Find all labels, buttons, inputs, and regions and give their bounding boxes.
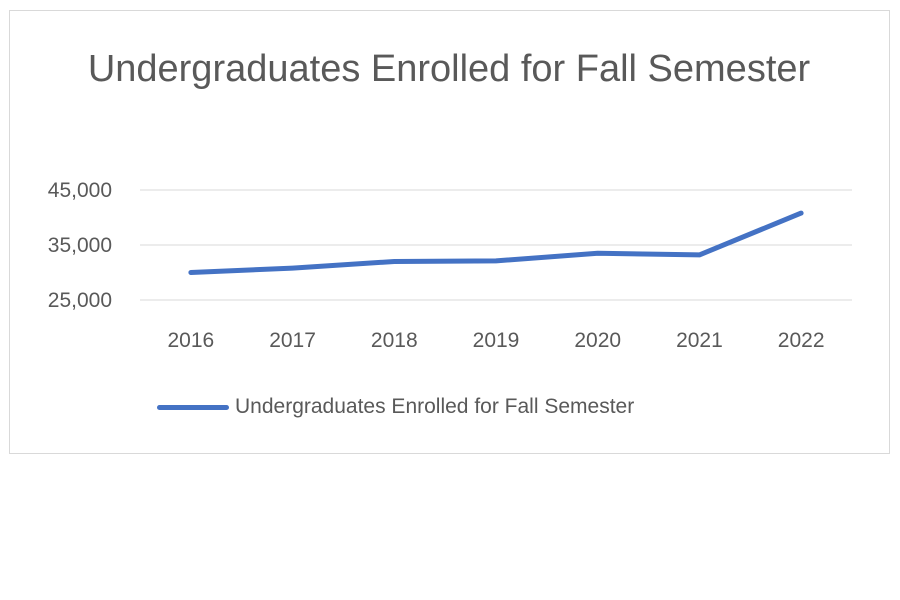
x-tick-label: 2016 [167,329,214,352]
legend-swatch [157,404,229,410]
x-axis-ticks: 2016 2017 2018 2019 2020 2021 2022 [167,329,824,352]
x-tick-label: 2019 [473,329,520,352]
series-line [188,210,804,275]
y-tick-label: 45,000 [48,179,112,202]
gridlines [140,189,852,301]
series-layer [188,210,804,275]
x-tick-label: 2017 [269,329,316,352]
legend: Undergraduates Enrolled for Fall Semeste… [157,392,634,422]
x-tick-label: 2022 [778,329,825,352]
chart-title: Undergraduates Enrolled for Fall Semeste… [87,48,811,90]
y-tick-label: 35,000 [48,234,112,257]
x-tick-label: 2020 [574,329,621,352]
chart-frame [9,10,890,454]
x-tick-label: 2021 [676,329,723,352]
y-tick-label: 25,000 [48,289,112,312]
legend-label: Undergraduates Enrolled for Fall Semeste… [235,395,635,418]
y-axis-ticks: 25,000 35,000 45,000 [48,179,112,312]
x-tick-label: 2018 [371,329,418,352]
